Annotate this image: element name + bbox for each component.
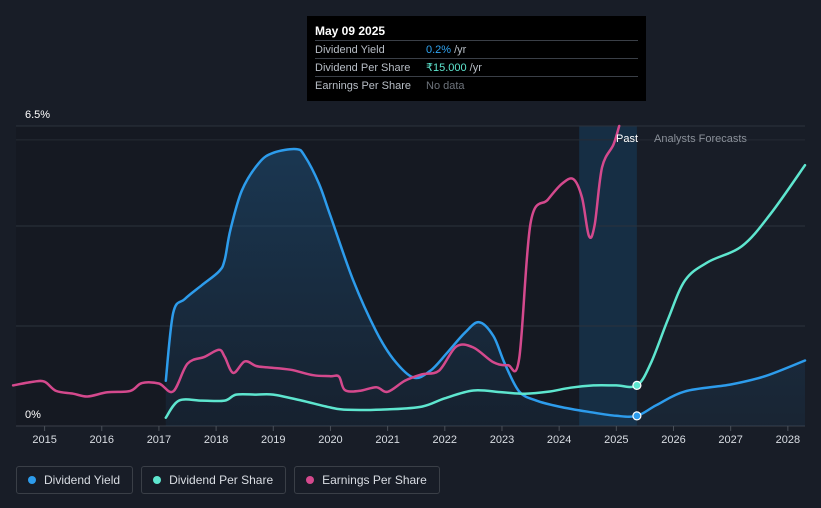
y-axis-bottom-label: 0% <box>25 409 41 421</box>
tooltip-date: May 09 2025 <box>315 24 386 38</box>
legend-item-dividend-yield[interactable]: Dividend Yield <box>16 466 134 494</box>
x-tick-label: 2024 <box>547 434 571 446</box>
x-tick-label: 2015 <box>32 434 56 446</box>
legend-item-dividend-per-share[interactable]: Dividend Per Share <box>141 466 287 494</box>
tooltip-label: Dividend Yield <box>315 43 385 56</box>
forecast-label: Analysts Forecasts <box>654 133 747 145</box>
tooltip-label: Dividend Per Share <box>315 61 411 74</box>
tooltip-row-dividend-yield: Dividend Yield 0.2% /yr <box>315 40 638 58</box>
tooltip-row-dividend-per-share: Dividend Per Share ₹15.000 /yr <box>315 58 638 76</box>
x-tick-label: 2026 <box>661 434 685 446</box>
tooltip-value: ₹15.000 <box>426 62 467 74</box>
dividend-per-share-marker <box>632 380 642 390</box>
dividend-yield-marker <box>632 411 642 421</box>
series-lines <box>11 124 807 419</box>
legend: Dividend Yield Dividend Per Share Earnin… <box>16 466 440 494</box>
x-tick-label: 2022 <box>433 434 457 446</box>
x-tick-label: 2016 <box>90 434 114 446</box>
tooltip-value: 0.2% <box>426 43 452 56</box>
past-label: Past <box>616 133 638 145</box>
x-tick-label: 2021 <box>375 434 399 446</box>
legend-label: Dividend Per Share <box>169 473 274 487</box>
past-highlight-band <box>579 126 637 426</box>
x-axis: 2015 2016 2017 2018 2019 2020 2021 2022 2023 2024… <box>32 426 800 446</box>
tooltip-unit: /yr <box>454 43 467 56</box>
x-tick-label: 2023 <box>490 434 514 446</box>
legend-label: Dividend Yield <box>44 473 121 487</box>
y-axis-top-label: 6.5% <box>25 109 50 121</box>
x-tick-label: 2019 <box>261 434 285 446</box>
x-tick-label: 2025 <box>604 434 628 446</box>
dividend-yield-area <box>165 148 806 427</box>
x-tick-label: 2017 <box>147 434 171 446</box>
series-markers <box>632 380 642 421</box>
x-tick-label: 2027 <box>718 434 742 446</box>
area-fills <box>165 148 806 427</box>
legend-dot-icon <box>153 476 162 484</box>
legend-label: Earnings Per Share <box>322 473 427 487</box>
dividend-per-share-line <box>164 163 807 419</box>
x-tick-label: 2028 <box>776 434 800 446</box>
x-tick-label: 2018 <box>204 434 228 446</box>
legend-dot-icon <box>306 476 315 484</box>
tooltip-row-earnings-per-share: Earnings Per Share No data <box>315 76 638 94</box>
x-tick-label: 2020 <box>318 434 342 446</box>
tooltip-value: No data <box>426 79 465 92</box>
legend-dot-icon <box>28 476 36 484</box>
tooltip-label: Earnings Per Share <box>315 79 411 92</box>
tooltip: May 09 2025 Dividend Yield 0.2% /yr Divi… <box>307 16 646 101</box>
earnings-per-share-line <box>11 124 621 398</box>
tooltip-unit: /yr <box>469 61 482 74</box>
legend-item-earnings-per-share[interactable]: Earnings Per Share <box>294 466 440 494</box>
